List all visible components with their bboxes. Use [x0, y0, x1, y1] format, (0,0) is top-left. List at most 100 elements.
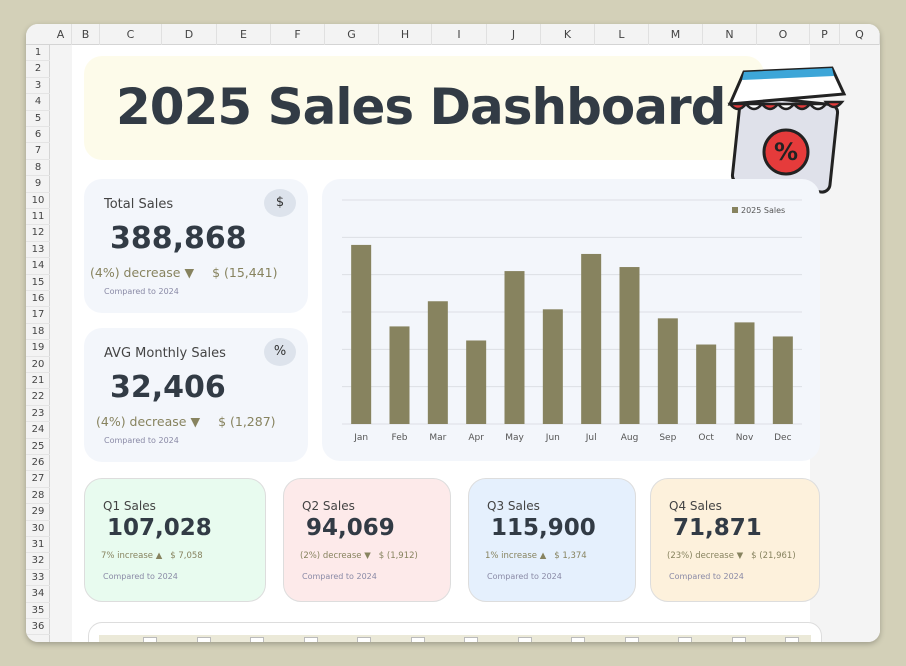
column-header[interactable]: E — [217, 24, 271, 45]
column-header[interactable]: M — [649, 24, 703, 45]
bar-jan[interactable] — [351, 244, 372, 424]
row-header[interactable]: 4 — [26, 94, 50, 111]
column-header[interactable]: C — [100, 24, 162, 45]
row-header[interactable]: 18 — [26, 324, 50, 341]
row-header[interactable]: 19 — [26, 340, 50, 357]
filter-dropdown-button[interactable] — [624, 637, 639, 642]
filter-dropdown-button[interactable] — [143, 637, 157, 642]
row-header[interactable]: 11 — [26, 209, 50, 226]
row-header[interactable]: 31 — [26, 537, 50, 554]
quarter-compare: Compared to 2024 — [302, 572, 377, 581]
bar-aug[interactable] — [619, 267, 640, 424]
filter-dropdown-button[interactable] — [678, 637, 692, 642]
change-amount: $ (15,441) — [212, 265, 278, 280]
filter-dropdown-button[interactable] — [517, 637, 532, 642]
filter-dropdown-button[interactable] — [464, 637, 478, 642]
kpi-label: AVG Monthly Sales — [104, 346, 226, 361]
change-amount: $ (1,287) — [218, 414, 276, 429]
column-header[interactable]: O — [757, 24, 810, 45]
bar-apr[interactable] — [466, 340, 487, 424]
change-text: 7% increase ▲ — [101, 551, 163, 561]
change-text: 1% increase ▲ — [485, 551, 547, 561]
title-banner: 2025 Sales Dashboard — [84, 56, 764, 160]
row-header[interactable]: 12 — [26, 225, 50, 242]
column-header[interactable]: I — [432, 24, 487, 45]
row-header[interactable]: 36 — [26, 619, 50, 636]
monthly-sales-chart[interactable]: Jan Feb Mar Apr May Jun Jul Aug Sep Oct Nov Dec 2025… — [322, 179, 820, 461]
row-header[interactable]: 30 — [26, 521, 50, 537]
column-header[interactable]: N — [703, 24, 757, 45]
filter-dropdown-button[interactable] — [196, 637, 211, 642]
column-header[interactable]: P — [810, 24, 840, 45]
row-header[interactable]: 5 — [26, 111, 50, 127]
column-header[interactable]: L — [595, 24, 649, 45]
filter-dropdown-button[interactable] — [357, 637, 371, 642]
column-header[interactable]: J — [487, 24, 541, 45]
filter-dropdown-button[interactable] — [303, 637, 318, 642]
row-header[interactable]: 25 — [26, 439, 50, 455]
column-header[interactable]: K — [541, 24, 595, 45]
row-header[interactable]: 6 — [26, 127, 50, 144]
row-header[interactable]: 27 — [26, 471, 50, 488]
row-header[interactable]: 35 — [26, 603, 50, 619]
row-header[interactable]: 7 — [26, 143, 50, 160]
bar-oct[interactable] — [696, 344, 717, 424]
quarter-change: 7% increase ▲ $ 7,058 — [101, 551, 203, 561]
bar-feb[interactable] — [389, 326, 410, 424]
bar-sep[interactable] — [657, 318, 678, 424]
filter-dropdown-button[interactable] — [410, 637, 425, 642]
row-header[interactable]: 8 — [26, 160, 50, 177]
row-header[interactable]: 15 — [26, 275, 50, 291]
row-header[interactable]: 34 — [26, 586, 50, 603]
row-header[interactable]: 21 — [26, 373, 50, 390]
bar-dec[interactable] — [772, 336, 793, 424]
row-header[interactable]: 2 — [26, 61, 50, 78]
kpi-value: 388,868 — [110, 221, 247, 256]
x-tick-label: May — [505, 433, 524, 443]
row-header[interactable]: 3 — [26, 78, 50, 95]
column-header[interactable]: D — [162, 24, 217, 45]
column-header[interactable]: A — [50, 24, 72, 45]
sales-table — [88, 622, 822, 642]
row-header[interactable]: 23 — [26, 406, 50, 423]
change-amount: $ 1,374 — [554, 551, 587, 561]
row-header[interactable]: 14 — [26, 258, 50, 275]
bar-mar[interactable] — [427, 301, 448, 424]
quarter-change: (2%) decrease ▼ $ (1,912) — [300, 551, 418, 561]
filter-dropdown-button[interactable] — [785, 637, 799, 642]
row-header[interactable]: 28 — [26, 488, 50, 505]
bar-may[interactable] — [504, 271, 525, 424]
quarter-compare: Compared to 2024 — [487, 572, 562, 581]
quarter-compare: Compared to 2024 — [669, 572, 744, 581]
row-header[interactable]: 9 — [26, 176, 50, 193]
row-header[interactable]: 26 — [26, 455, 50, 472]
row-header[interactable]: 33 — [26, 570, 50, 587]
row-header[interactable]: 32 — [26, 553, 50, 570]
row-header[interactable]: 22 — [26, 389, 50, 406]
filter-dropdown-button[interactable] — [250, 637, 264, 642]
x-tick-label: Nov — [736, 433, 754, 443]
x-tick-label: Oct — [698, 433, 714, 443]
column-header[interactable]: G — [325, 24, 379, 45]
filter-dropdown-button[interactable] — [571, 637, 585, 642]
row-header[interactable]: 13 — [26, 242, 50, 259]
filter-dropdown-button[interactable] — [731, 637, 746, 642]
column-header[interactable]: H — [379, 24, 432, 45]
x-tick-label: Mar — [429, 433, 446, 443]
bar-nov[interactable] — [734, 322, 755, 424]
bar-jul[interactable] — [581, 253, 602, 424]
column-header[interactable]: F — [271, 24, 325, 45]
row-header[interactable]: 10 — [26, 193, 50, 209]
bar-jun[interactable] — [542, 309, 563, 424]
row-header[interactable]: 24 — [26, 422, 50, 439]
column-header[interactable]: B — [72, 24, 100, 45]
quarter-value: 107,028 — [107, 515, 212, 541]
row-header[interactable]: 16 — [26, 291, 50, 308]
row-header[interactable]: 1 — [26, 45, 50, 62]
column-header[interactable]: Q — [840, 24, 880, 45]
row-header[interactable]: 29 — [26, 504, 50, 521]
row-header[interactable]: 20 — [26, 357, 50, 373]
quarter-card-q3: Q3 Sales 115,900 1% increase ▲ $ 1,374 Compa… — [468, 478, 636, 602]
row-header[interactable]: 17 — [26, 307, 50, 324]
